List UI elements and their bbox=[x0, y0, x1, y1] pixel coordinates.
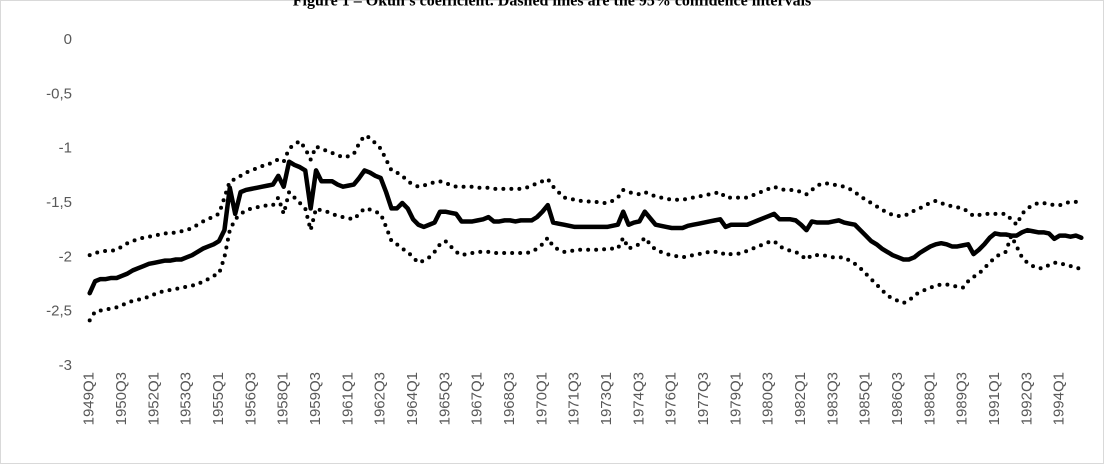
y-tick-label: -1,5 bbox=[46, 194, 72, 211]
x-tick-label: 1988Q1 bbox=[921, 372, 938, 425]
x-tick-label: 1970Q1 bbox=[533, 372, 550, 425]
x-tick-label: 1994Q1 bbox=[1051, 372, 1068, 425]
x-tick-label: 1989Q3 bbox=[954, 372, 971, 425]
x-tick-label: 1965Q3 bbox=[436, 372, 453, 425]
x-tick-label: 1961Q1 bbox=[339, 372, 356, 425]
x-tick-label: 1992Q3 bbox=[1018, 372, 1035, 425]
confidence-line bbox=[87, 133, 1084, 258]
x-tick-label: 1983Q3 bbox=[824, 372, 841, 425]
x-tick-label: 1956Q3 bbox=[242, 372, 259, 425]
x-tick-label: 1973Q1 bbox=[598, 372, 615, 425]
x-tick-label: 1982Q1 bbox=[792, 372, 809, 425]
confidence-line bbox=[87, 190, 1084, 323]
x-tick-label: 1949Q1 bbox=[81, 372, 98, 425]
x-tick-label: 1952Q1 bbox=[145, 372, 162, 425]
y-tick-label: -3 bbox=[59, 357, 72, 374]
x-tick-label: 1986Q3 bbox=[889, 372, 906, 425]
x-tick-label: 1985Q1 bbox=[857, 372, 874, 425]
x-tick-label: 1964Q1 bbox=[404, 372, 421, 425]
y-tick-label: -2,5 bbox=[46, 303, 72, 320]
x-tick-label: 1950Q3 bbox=[113, 372, 130, 425]
x-tick-label: 1976Q1 bbox=[663, 372, 680, 425]
y-tick-label: -0,5 bbox=[46, 85, 72, 102]
x-tick-label: 1959Q3 bbox=[307, 372, 324, 425]
y-tick-label: -1 bbox=[59, 140, 72, 157]
x-tick-label: 1958Q1 bbox=[275, 372, 292, 425]
x-tick-label: 1971Q3 bbox=[566, 372, 583, 425]
x-tick-label: 1979Q1 bbox=[727, 372, 744, 425]
x-tick-label: 1980Q3 bbox=[760, 372, 777, 425]
x-tick-label: 1991Q1 bbox=[986, 372, 1003, 425]
x-tick-label: 1977Q3 bbox=[695, 372, 712, 425]
estimate-line bbox=[87, 159, 1084, 296]
x-tick-label: 1967Q1 bbox=[469, 372, 486, 425]
y-tick-label: -2 bbox=[59, 248, 72, 265]
x-tick-label: 1974Q3 bbox=[630, 372, 647, 425]
y-tick-label: 0 bbox=[64, 31, 72, 48]
x-tick-label: 1953Q3 bbox=[178, 372, 195, 425]
x-tick-label: 1955Q1 bbox=[210, 372, 227, 425]
chart-title: Figure 1 – Okun's coefficient. Dashed li… bbox=[293, 0, 811, 10]
x-tick-label: 1968Q3 bbox=[501, 372, 518, 425]
x-tick-label: 1962Q3 bbox=[372, 372, 389, 425]
